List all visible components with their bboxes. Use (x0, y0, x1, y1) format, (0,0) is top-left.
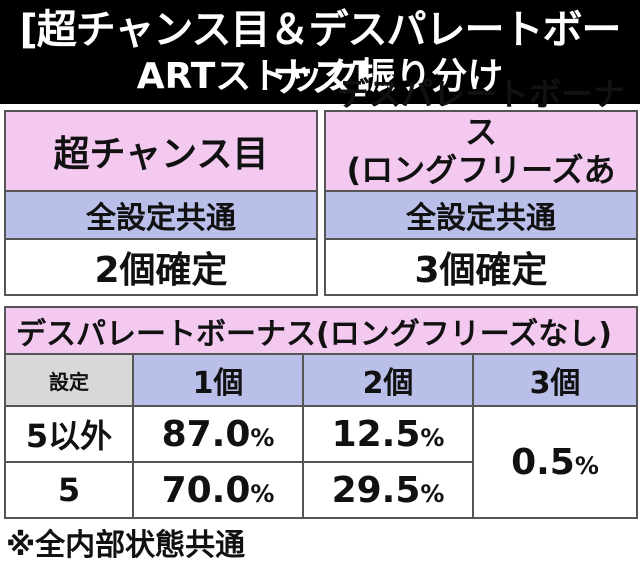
row-value-2: 12.5% (302, 405, 474, 463)
row-value-2: 29.5% (302, 461, 474, 519)
bonus-freeze-heading-line1: デスパレートボーナス (336, 75, 625, 151)
header-banner: [超チャンス目＆デスパレートボーナス] ARTストック振り分け (0, 0, 640, 104)
col-header-3: 3個 (472, 353, 638, 407)
table-header-row: 設定 1個 2個 3個 (4, 353, 638, 407)
percent-sign: % (250, 423, 275, 452)
row-value-1: 87.0% (132, 405, 304, 463)
percent-sign: % (420, 423, 445, 452)
value: 29.5 (331, 469, 421, 511)
value: 70.0 (161, 469, 251, 511)
percent-sign: % (574, 451, 599, 480)
value: 87.0 (161, 413, 251, 455)
chance-result: 2個確定 (4, 238, 318, 296)
bonus-freeze-result: 3個確定 (324, 238, 638, 296)
page-subtitle: ARTストック振り分け (136, 56, 504, 97)
value: 12.5 (331, 413, 421, 455)
table-row: 5以外 87.0% 12.5% 0.5% (4, 405, 638, 519)
col-header-setting: 設定 (4, 353, 134, 407)
stock-table: 設定 1個 2個 3個 5以外 87.0% 12.5% 0.5% 5 70.0%… (4, 353, 638, 519)
row-setting: 5 (4, 461, 134, 519)
no-freeze-title: デスパレートボーナス(ロングフリーズなし) (4, 306, 638, 355)
col-header-2: 2個 (302, 353, 474, 407)
percent-sign: % (420, 479, 445, 508)
chance-setting: 全設定共通 (4, 190, 318, 240)
row-setting: 5以外 (4, 405, 134, 463)
page-title: [超チャンス目＆デスパレートボーナス] (19, 7, 621, 101)
footnote: ※全内部状態共通 (6, 528, 246, 563)
value: 0.5 (511, 441, 575, 483)
bonus-freeze-setting: 全設定共通 (324, 190, 638, 240)
table-row: 5 70.0% 29.5% (4, 461, 637, 519)
shared-value-3: 0.5% (472, 405, 638, 519)
row-value-1: 70.0% (132, 461, 304, 519)
percent-sign: % (250, 479, 275, 508)
col-header-1: 1個 (132, 353, 304, 407)
chance-heading: 超チャンス目 (4, 110, 318, 192)
bonus-freeze-heading: デスパレートボーナス (ロングフリーズあり) (324, 75, 638, 227)
